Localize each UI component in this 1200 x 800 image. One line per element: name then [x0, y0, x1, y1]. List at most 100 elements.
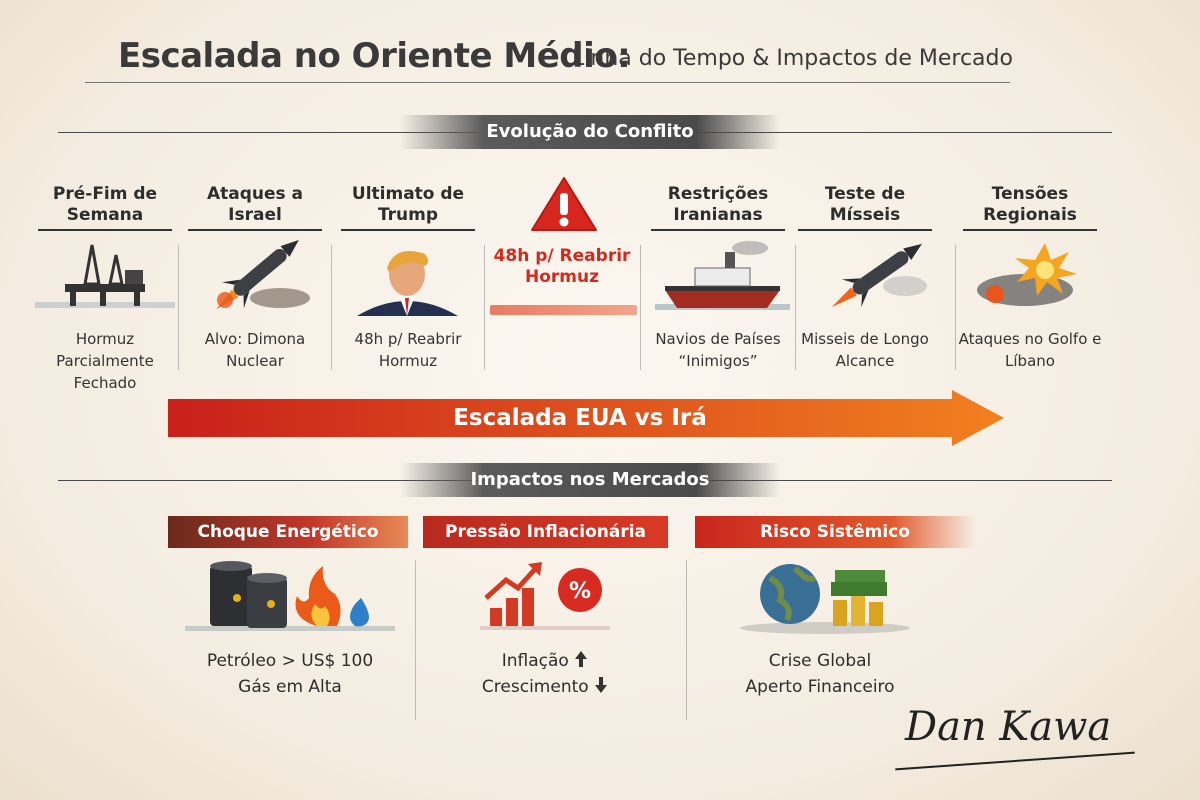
icon-shape	[83, 244, 101, 286]
event: Ataques a Israel	[180, 182, 330, 231]
icon-shape	[484, 566, 538, 600]
section-title: Impactos nos Mercados	[400, 463, 780, 497]
icon-shape	[168, 390, 1004, 446]
icon-shape	[559, 217, 569, 227]
icon-shape	[480, 626, 610, 630]
market-title: Pressão Inflacionária	[423, 516, 668, 548]
icon-shape	[841, 278, 869, 308]
underline	[963, 229, 1097, 231]
market-text: Crise Global Aperto Financeiro	[705, 648, 935, 700]
event: Ultimato de Trump	[333, 182, 483, 231]
icon-shape	[233, 594, 241, 602]
market-title: Risco Sistêmico	[695, 516, 975, 548]
signature-stroke	[895, 751, 1135, 771]
market-title: Choque Energético	[168, 516, 408, 548]
icon-shape	[851, 596, 865, 626]
trump-icon	[357, 251, 458, 316]
icon-shape	[835, 570, 885, 584]
market-line: Gás em Alta	[238, 677, 342, 697]
alert-icon	[531, 177, 597, 231]
icon-shape	[869, 602, 883, 626]
icon-shape	[70, 292, 76, 306]
event-caption: 48h p/ Reabrir Hormuz	[354, 330, 462, 370]
separator	[640, 245, 641, 370]
icon-shape	[903, 243, 922, 260]
event-title: Teste de Mísseis	[824, 184, 906, 225]
subtitle: Linha do Tempo & Impactos de Mercado	[572, 46, 1013, 71]
alert-text: 48h p/ Reabrir Hormuz	[487, 246, 637, 288]
event-title: Tensões Regionais	[983, 184, 1077, 225]
oil-rig-icon	[35, 244, 175, 308]
event-caption: Navios de Países “Inimigos”	[655, 330, 781, 370]
icon-shape	[665, 290, 780, 308]
event-caption: Misseis de Longo Alcance	[801, 330, 929, 370]
market-line: Crise Global	[768, 651, 872, 671]
icon-shape	[833, 600, 847, 626]
title: Escalada no Oriente Médio:	[118, 36, 631, 76]
icon-shape	[65, 284, 145, 292]
missile-icon	[831, 243, 927, 308]
separator	[331, 245, 332, 370]
separator	[178, 245, 179, 370]
icon-shape	[725, 252, 735, 268]
icon-shape	[575, 651, 588, 667]
separator	[686, 560, 687, 720]
underline	[341, 229, 475, 231]
event-caption: Ataques no Golfo e Líbano	[958, 330, 1102, 370]
icon-shape	[100, 292, 106, 306]
icon-shape	[528, 562, 542, 576]
separator	[484, 245, 485, 370]
icon-shape	[233, 249, 287, 296]
market-line-text: Crescimento	[481, 677, 589, 697]
icon-shape	[350, 598, 369, 627]
underline	[38, 229, 172, 231]
icon-shape	[694, 267, 751, 287]
percent-glyph: %	[569, 579, 591, 604]
alert-line: Hormuz	[524, 267, 599, 287]
icon-shape	[134, 292, 140, 306]
market-line: Petróleo > US$ 100	[206, 651, 374, 671]
icon-shape	[280, 239, 299, 257]
icon-shape	[210, 566, 252, 626]
inflation-icon: %	[480, 562, 610, 630]
icon-shape	[405, 298, 409, 316]
market-text: Inflação Crescimento	[440, 648, 650, 700]
market-line: Inflação	[440, 648, 650, 674]
market-line-text: Inflação	[501, 651, 569, 671]
icon-shape	[558, 568, 602, 612]
market-line: Aperto Financeiro	[745, 677, 895, 697]
event: Restrições Iranianas	[643, 182, 793, 231]
icon-shape	[831, 582, 887, 596]
section-title: Evolução do Conflito	[400, 115, 780, 149]
icon-shape	[506, 598, 518, 626]
missile-icon	[216, 239, 310, 310]
signature: Dan Kawa	[905, 704, 1112, 750]
event-title: Ataques a Israel	[206, 184, 304, 225]
icon-shape	[125, 270, 143, 284]
separator	[955, 245, 956, 370]
icon-shape	[295, 566, 341, 626]
icon-shape	[522, 588, 534, 626]
explosion-icon	[977, 243, 1077, 306]
icon-shape	[185, 626, 395, 631]
event-title: Restrições Iranianas	[667, 184, 769, 225]
separator	[415, 560, 416, 720]
event: Pré-Fim de Semana	[30, 182, 180, 231]
icon-shape	[210, 561, 252, 571]
icon-shape	[852, 251, 909, 295]
separator	[795, 245, 796, 370]
icon-shape	[108, 254, 124, 286]
icon-shape	[768, 566, 817, 622]
icon-shape	[831, 243, 922, 308]
systemic-icon	[740, 564, 910, 634]
ship-icon	[655, 241, 790, 310]
market-text: Petróleo > US$ 100 Gás em Alta	[185, 648, 395, 700]
underline	[651, 229, 785, 231]
alert-line: 48h p/ Reabrir	[493, 246, 631, 266]
event: Tensões Regionais	[955, 182, 1105, 231]
energy-icon	[185, 561, 395, 631]
icon-shape	[986, 285, 1004, 303]
icon-shape	[560, 193, 568, 215]
